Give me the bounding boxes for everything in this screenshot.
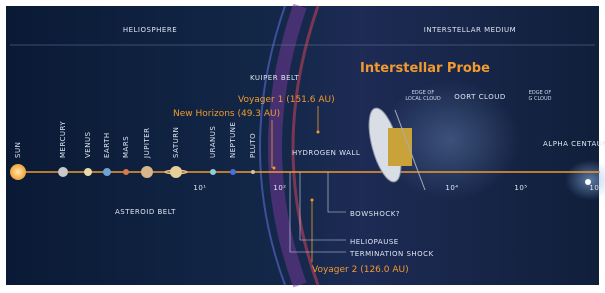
planet-label: VENUS [84, 131, 92, 158]
scale-label: 10¹ [193, 184, 206, 192]
planet-label: NEPTUNE [229, 122, 237, 158]
scale-label: 10⁴ [445, 184, 458, 192]
planet-label: EARTH [103, 132, 111, 158]
planet [10, 164, 26, 180]
planet [141, 166, 153, 178]
new-horizons-label: New Horizons (49.3 AU) [173, 109, 280, 119]
heliopause-label: HELIOPAUSE [350, 238, 399, 246]
alpha-label: ALPHA CENTAURI [543, 140, 605, 148]
planet-label: URANUS [209, 126, 217, 158]
planet-label: MERCURY [59, 121, 67, 158]
voyager2 [311, 199, 314, 202]
hydrogen-label: HYDROGEN WALL [292, 149, 360, 157]
edge-g-label: G CLOUD [528, 96, 551, 102]
voyager2-label: Voyager 2 (126.0 AU) [312, 265, 409, 275]
planet-label: PLUTO [249, 133, 257, 158]
planet-label: MARS [122, 136, 130, 158]
planet-label: JUPITER [143, 127, 151, 159]
planet [84, 168, 92, 176]
planet [58, 167, 68, 177]
scale-label: 10⁵ [514, 184, 527, 192]
bowshock-label: BOWSHOCK? [350, 210, 400, 218]
oort-label: OORT CLOUD [454, 93, 505, 101]
planet-label: SATURN [172, 127, 180, 158]
new-horizons [273, 167, 276, 170]
region-label: INTERSTELLAR MEDIUM [424, 26, 516, 34]
planet [123, 169, 129, 175]
planet [230, 169, 236, 175]
voyager1-label: Voyager 1 (151.6 AU) [238, 95, 335, 105]
termination-label: TERMINATION SHOCK [349, 250, 434, 258]
planet-label: SUN [14, 142, 22, 158]
asteroid-label: ASTEROID BELT [115, 208, 176, 216]
planet [103, 168, 111, 176]
planet [210, 169, 216, 175]
planet [170, 166, 182, 178]
alpha-centauri [585, 179, 591, 185]
probe-title: Interstellar Probe [360, 61, 490, 76]
planet [251, 170, 255, 174]
edge-local-label: LOCAL CLOUD [405, 96, 441, 102]
region-label: HELIOSPHERE [123, 26, 177, 34]
kuiper-label: KUIPER BELT [250, 74, 299, 82]
scale-label: 10⁶ [589, 184, 602, 192]
voyager1 [317, 131, 320, 134]
scale-label: 10² [273, 184, 286, 192]
infographic: HELIOSPHERE INTERSTELLAR MEDIUM Interste… [0, 0, 605, 293]
